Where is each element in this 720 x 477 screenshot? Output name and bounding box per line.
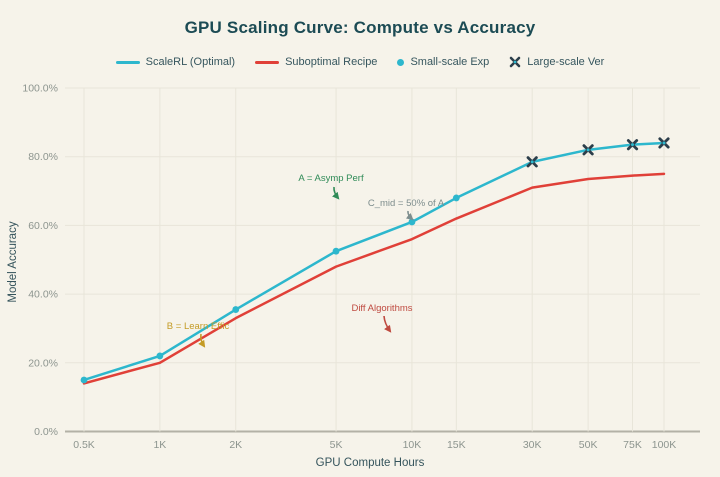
annotation-arrow-cmid xyxy=(405,210,414,221)
x-tick-label: 15K xyxy=(447,439,466,451)
legend-x-marker-icon xyxy=(509,56,521,68)
annotation-learn: B = Learn Effic xyxy=(167,321,230,332)
series-line-suboptimal-recipe xyxy=(82,172,666,385)
x-tick-label: 75K xyxy=(623,439,642,451)
legend-line-swatch xyxy=(115,60,140,64)
y-tick-label: 60.0% xyxy=(28,220,58,232)
large-scale-ver-marker xyxy=(626,139,639,151)
y-axis-title: Model Accuracy xyxy=(7,221,19,303)
legend-dot-icon xyxy=(397,58,405,66)
small-scale-exp-marker xyxy=(80,376,88,384)
x-tick-label: 5K xyxy=(330,439,343,451)
small-scale-exp-marker xyxy=(232,306,240,313)
legend-label: Suboptimal Recipe xyxy=(285,56,378,68)
large-scale-ver-marker xyxy=(582,144,594,156)
x-tick-label: 50K xyxy=(579,439,598,451)
large-scale-ver-marker xyxy=(658,137,670,149)
x-axis-title: GPU Compute Hours xyxy=(315,457,425,469)
annotation-cmid: C_mid = 50% of A xyxy=(368,198,445,209)
legend-label: Small-scale Exp xyxy=(410,56,490,68)
legend-item-3[interactable]: Small-scale Exp xyxy=(397,56,489,68)
chart-title: GPU Scaling Curve: Compute vs Accuracy xyxy=(184,18,536,37)
x-tick-label: 30K xyxy=(523,439,542,451)
y-tick-label: 80.0% xyxy=(28,151,58,163)
legend-item-2[interactable]: Suboptimal Recipe xyxy=(255,56,377,68)
annotation-arrow-asymp xyxy=(332,186,340,200)
series-line-scalerl-optimal- xyxy=(82,141,666,382)
small-scale-exp-marker xyxy=(332,247,340,255)
legend: ScaleRL (Optimal) Suboptimal Recipe Small-… xyxy=(0,56,720,68)
small-scale-exp-marker xyxy=(408,218,416,226)
x-tick-label: 10K xyxy=(403,439,422,451)
x-tick-label: 1K xyxy=(153,439,166,451)
large-scale-ver-marker xyxy=(526,156,538,168)
annotation-asymp: A = Asymp Perf xyxy=(298,173,364,184)
x-tick-label: 0.5K xyxy=(73,439,95,451)
x-tick-label: 2K xyxy=(229,439,242,451)
annotation-diff: Diff Algorithms xyxy=(351,303,412,314)
legend-item-4[interactable]: Large-scale Ver xyxy=(509,56,604,68)
small-scale-exp-marker xyxy=(452,194,460,202)
legend-label: Large-scale Ver xyxy=(527,56,605,68)
x-tick-label: 100K xyxy=(652,439,677,451)
legend-line-swatch xyxy=(255,60,280,64)
annotation-arrow-diff xyxy=(383,315,392,333)
y-tick-label: 100.0% xyxy=(22,83,58,95)
y-tick-label: 20.0% xyxy=(28,357,58,369)
legend-item-1[interactable]: ScaleRL (Optimal) xyxy=(115,56,236,68)
legend-label: ScaleRL (Optimal) xyxy=(145,56,236,68)
y-tick-label: 40.0% xyxy=(28,289,58,301)
y-tick-label: 0.0% xyxy=(34,426,58,438)
small-scale-exp-marker xyxy=(156,352,164,360)
annotation-arrow-learn xyxy=(198,333,206,348)
